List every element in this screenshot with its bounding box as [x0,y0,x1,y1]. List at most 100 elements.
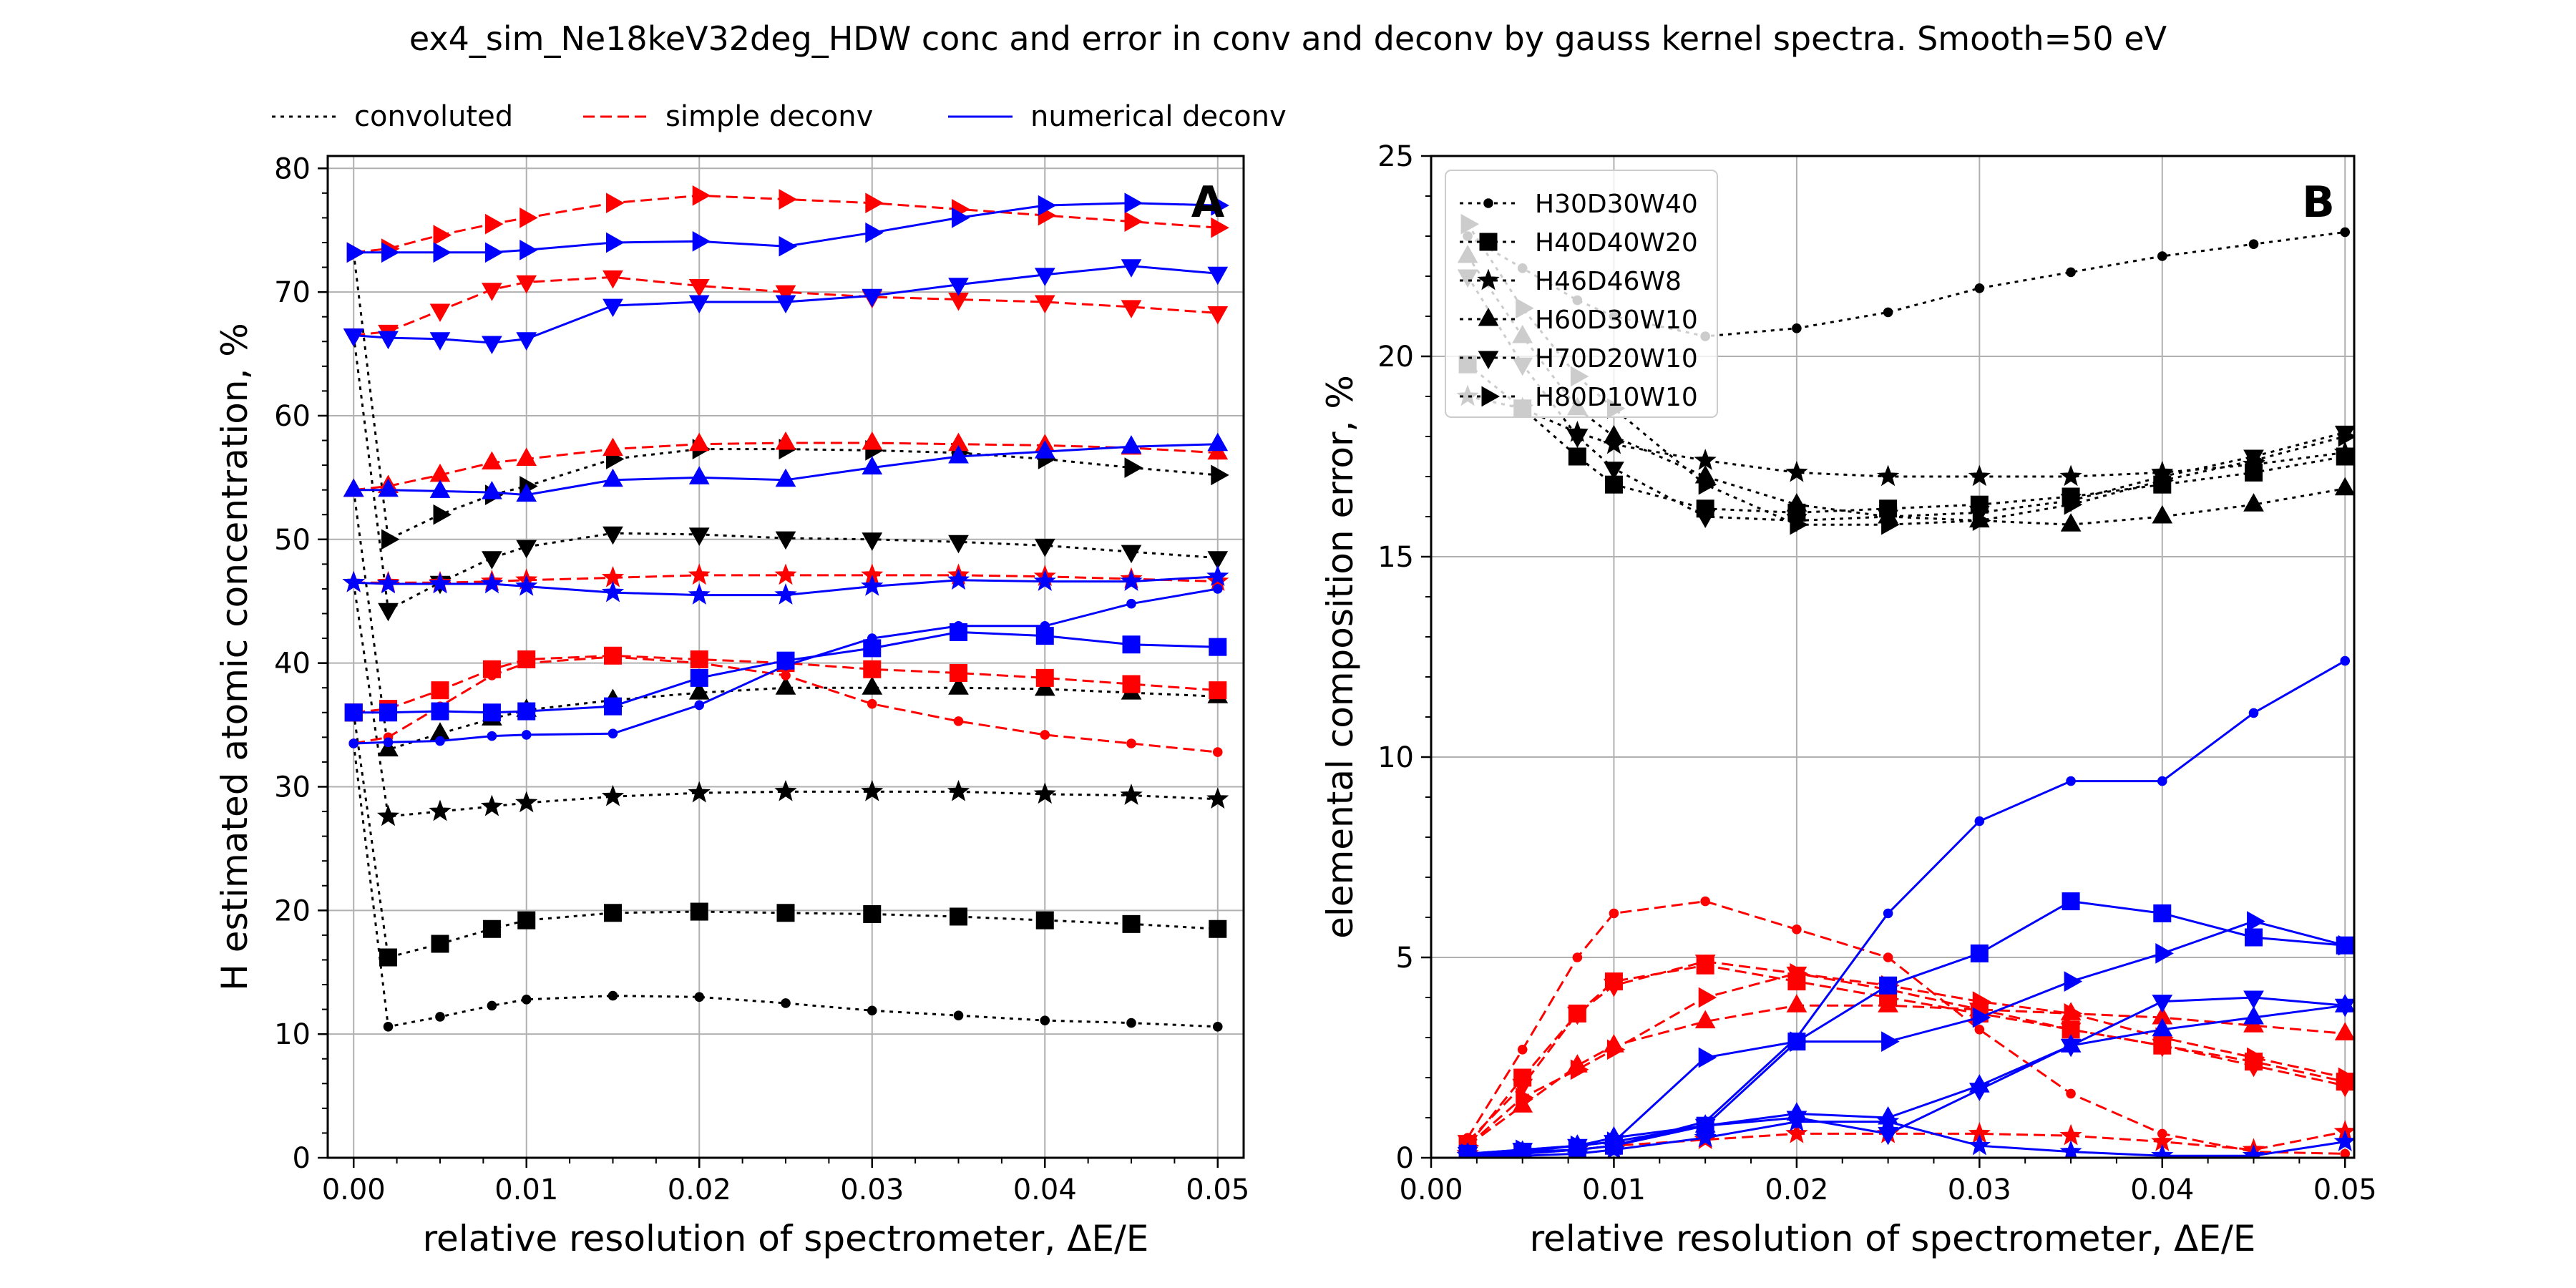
data-point [688,432,710,452]
data-point [2059,464,2082,487]
data-point [1878,1126,1898,1146]
data-point [1207,432,1229,452]
data-point [378,738,399,757]
data-point [862,456,883,475]
data-point [688,563,711,585]
data-point [776,651,795,670]
data-point [2060,513,2082,532]
data-point [1694,1010,1716,1029]
data-point [1034,440,1055,459]
data-point [1876,464,1900,487]
data-point [482,919,501,938]
data-point [433,242,452,263]
data-point [383,1021,394,1032]
y-axis-label-1: elemental composition error, % [1319,375,1361,939]
sample-legend-marker-1 [1479,233,1498,251]
data-point [1968,464,1991,487]
data-point [2334,998,2354,1018]
series-line-simple-deconv-H46D46W8 [1468,1131,2346,1155]
data-point [1211,195,1229,216]
sample-legend-marker-3 [1478,307,1499,326]
data-point [1034,295,1055,314]
data-point [1121,545,1142,564]
sample-legend-marker-4 [1478,351,1499,370]
data-point [1207,306,1229,325]
data-point [2334,477,2354,496]
data-point [1035,668,1054,687]
series-line-convoluted-H30D30W40 [1467,230,2346,338]
data-point [1516,1087,1534,1108]
data-point [379,703,398,722]
data-point [690,650,708,668]
data-point [779,235,798,257]
data-point [774,779,797,801]
data-point [1122,675,1141,693]
data-point [692,185,711,206]
data-point [1124,192,1143,214]
data-point [774,583,797,605]
x-tick-label-2: 0.02 [668,1174,731,1206]
data-point [429,332,451,351]
data-point [2153,904,2172,922]
data-point [948,676,969,695]
x-tick-label-4: 0.04 [1013,1174,1077,1206]
data-point [1209,919,1227,938]
data-point [861,779,884,801]
data-point [2155,470,2174,491]
data-point [2152,1018,2173,1037]
data-point [867,1005,877,1016]
panel-b: 0.00 0.01 0.02 0.03 0.04 0.05 0 5 10 15 20 25 relati… [1319,140,2377,1259]
data-point [1606,1131,1626,1152]
series-line-convoluted-H46D46W8 [1467,395,2346,478]
data-point [1034,538,1055,557]
data-point [381,529,400,550]
data-point [1040,1015,1050,1025]
data-point [1694,449,1717,470]
data-point [435,1012,445,1022]
series-group-1 [1456,213,2354,1158]
data-point [781,998,791,1008]
data-point [1512,1078,1533,1098]
data-point [2062,892,2080,911]
data-point [1122,635,1141,654]
data-point [1698,987,1717,1008]
data-point [601,580,625,602]
x-axis-label-1: relative resolution of spectrometer, ΔE/… [1530,1218,2256,1259]
data-point [953,716,964,726]
data-point [688,781,711,803]
data-point [1970,944,1989,962]
method-legend-label-2: numerical deconv [1030,100,1287,133]
y-tick-label-5: 50 [274,524,311,557]
x-tick-label-1: 0.01 [494,1174,558,1206]
y-tick-label-6: 60 [274,400,311,433]
data-point [602,526,623,545]
series-group-0 [342,185,1229,1032]
data-point [516,332,537,351]
data-point [2157,776,2167,786]
data-point [378,331,399,350]
y-tick-label-8: 80 [274,152,311,185]
data-point [603,697,622,716]
data-point [953,1010,964,1021]
data-point [1786,994,1807,1013]
data-point [2060,1038,2082,1058]
data-point [863,660,882,678]
data-point [2340,227,2351,238]
data-point [1206,565,1229,586]
data-point [775,431,796,450]
data-point [1785,460,1808,482]
data-point [1974,816,1985,826]
data-point [865,192,884,214]
data-point [433,225,452,245]
data-point [1124,211,1143,232]
data-point [1211,217,1229,238]
data-point [601,784,625,806]
data-point [775,285,796,304]
y-tick-label-1: 5 [1396,942,1414,975]
data-point [781,670,791,680]
series-line-convoluted-H70D20W10 [1466,275,2346,522]
data-point [342,570,365,592]
data-point [2059,1140,2082,1158]
data-point [1040,730,1050,740]
